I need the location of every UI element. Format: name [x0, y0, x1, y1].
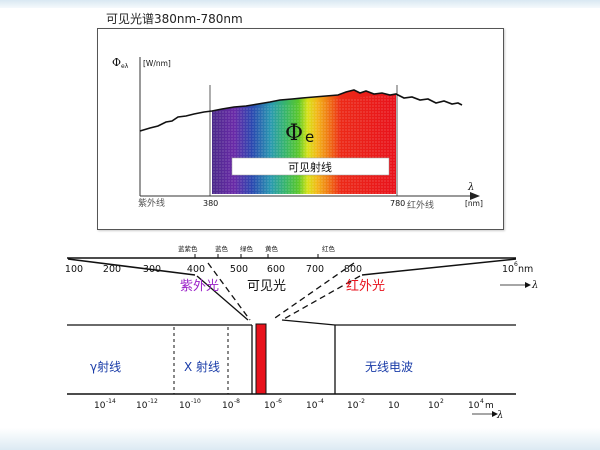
- color-name-blue: 蓝色: [215, 244, 229, 253]
- tick-380-label: 380: [203, 199, 218, 208]
- visible-strip: [255, 323, 267, 395]
- m-tick-exp: -14: [106, 398, 116, 405]
- visible-ray-label: 可见射线: [288, 160, 332, 174]
- m-tick-exp: -12: [148, 398, 158, 405]
- m-tick-base: 10: [388, 401, 400, 411]
- m-tick-exp: -2: [359, 398, 365, 405]
- lambda-top-label: λ: [531, 280, 538, 291]
- spectrum-unit: [nm]: [465, 199, 483, 208]
- uv-band-label: 紫外光: [180, 279, 219, 294]
- ir-band-label: 红外光: [346, 278, 385, 294]
- nm-tick: 500: [230, 264, 248, 275]
- nm-tick: 800: [344, 264, 362, 275]
- tick-780-label: 780: [390, 199, 405, 208]
- nm-tick: 600: [267, 264, 285, 275]
- m-tick-base: 10: [468, 401, 480, 411]
- color-name-green: 绿色: [240, 244, 254, 253]
- y-axis-phi: Φ: [112, 56, 121, 69]
- color-name-red: 红色: [322, 244, 336, 253]
- m-tick-exp: 4: [480, 398, 484, 405]
- m-tick-base: 10: [94, 401, 106, 411]
- nm-tick: 200: [103, 264, 121, 275]
- color-name-violet: 蓝紫色: [178, 244, 198, 253]
- ir-ray-label: 红外线: [407, 199, 434, 211]
- phi-e-subscript: e: [305, 128, 314, 146]
- spectrum-texture: [212, 94, 396, 194]
- lambda-bottom-label: λ: [496, 410, 503, 421]
- y-axis-unit: [W/nm]: [143, 59, 171, 68]
- m-tick-base: 10: [306, 401, 318, 411]
- m-tick-exp: -6: [276, 398, 282, 405]
- lambda-arrowhead-top: [525, 282, 531, 288]
- slide-top-bar: [0, 0, 600, 8]
- visible-band-label: 可见光: [247, 279, 286, 294]
- nm-tick: 100: [65, 264, 83, 275]
- m-tick-base: 10: [136, 401, 148, 411]
- lambda-arrowhead-bottom: [492, 411, 498, 417]
- m-tick-exp: -4: [318, 398, 324, 405]
- m-tick-base: 10: [179, 401, 191, 411]
- m-tick-exp: 2: [440, 398, 444, 405]
- m-tick-base: 10: [222, 401, 234, 411]
- nm-tick: 400: [187, 264, 205, 275]
- gamma-ray-label: γ射线: [90, 359, 121, 374]
- m-tick-base: 10: [264, 401, 276, 411]
- spectrum-title: 可见光谱380nm-780nm: [106, 12, 243, 26]
- y-axis-subscript: eλ: [121, 63, 129, 70]
- m-tick-labels: 10 -14 10 -12 10 -10 10 -8 10 -6 10 -4 1…: [94, 398, 494, 411]
- spectrum-lambda: λ: [467, 182, 474, 193]
- m-tick-unit: m: [485, 401, 494, 411]
- m-tick-exp: -8: [234, 398, 240, 405]
- spectral-power-curve: [139, 89, 463, 132]
- nm-end-unit: nm: [518, 264, 533, 275]
- radio-wave-label: 无线电波: [365, 360, 413, 374]
- nm-end-exp: 6: [514, 261, 518, 268]
- color-name-yellow: 黄色: [265, 244, 279, 253]
- m-tick-exp: -10: [191, 398, 201, 405]
- nm-tick: 700: [306, 264, 324, 275]
- visible-ray-box: [231, 157, 390, 176]
- slide-bottom-bar: [0, 428, 600, 450]
- uv-ray-label: 紫外线: [138, 197, 165, 209]
- phi-e-symbol: Φ: [285, 121, 303, 146]
- spectrum-axes: [139, 57, 480, 200]
- nm-axis: [67, 254, 516, 259]
- m-tick-base: 10: [428, 401, 440, 411]
- em-spectrum-bands: [67, 319, 516, 394]
- xray-label: X 射线: [184, 359, 220, 374]
- m-tick-base: 10: [347, 401, 359, 411]
- color-name-row: 蓝紫色 蓝色 绿色 黄色 红色: [178, 244, 336, 253]
- nm-end-base: 10: [502, 264, 514, 275]
- funnel-lines: [67, 258, 517, 321]
